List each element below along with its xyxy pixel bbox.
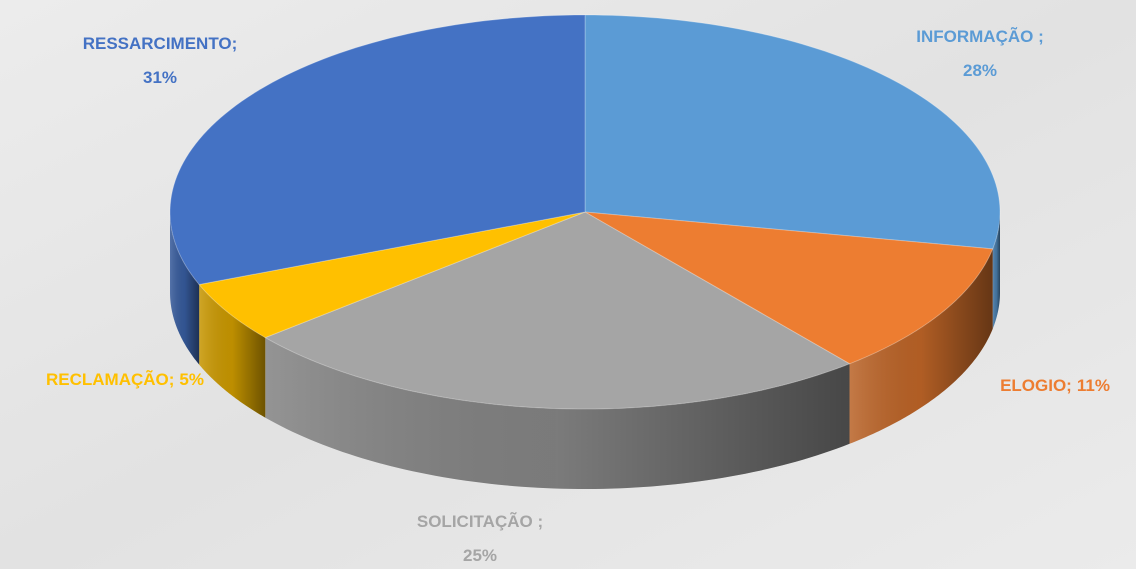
data-label: INFORMAÇÃO ; 28%	[916, 26, 1043, 80]
slice	[198, 211, 586, 339]
side-shade	[265, 337, 850, 489]
slice	[584, 211, 994, 365]
side-shade	[199, 284, 266, 418]
pie-tops	[169, 14, 1001, 410]
label-value: 25%	[463, 546, 497, 565]
data-label: ELOGIO; 11%	[1000, 376, 1110, 395]
side-shade	[170, 212, 200, 365]
slice	[169, 14, 586, 286]
label-value: 5%	[179, 370, 204, 389]
slice	[264, 211, 851, 410]
label-category: RESSARCIMENTO;	[83, 34, 238, 53]
data-label: RESSARCIMENTO; 31%	[83, 34, 238, 87]
label-category: INFORMAÇÃO ;	[916, 26, 1043, 46]
labels: INFORMAÇÃO ; 28% ELOGIO; 11% SOLICITAÇÃO ; 25…	[46, 26, 1110, 565]
side-shade	[849, 248, 993, 444]
label-category: ELOGIO;	[1000, 376, 1072, 395]
label-value: 31%	[143, 68, 177, 87]
slice	[584, 14, 1001, 250]
label-category: SOLICITAÇÃO ;	[417, 511, 543, 531]
label-value: 28%	[963, 61, 997, 80]
pie-sides	[170, 212, 1000, 489]
data-label: SOLICITAÇÃO ; 25%	[417, 511, 543, 565]
label-category: RECLAMAÇÃO;	[46, 369, 174, 389]
label-value: 11%	[1077, 376, 1110, 395]
data-label: RECLAMAÇÃO; 5%	[46, 369, 204, 389]
side-shade	[992, 212, 1000, 329]
